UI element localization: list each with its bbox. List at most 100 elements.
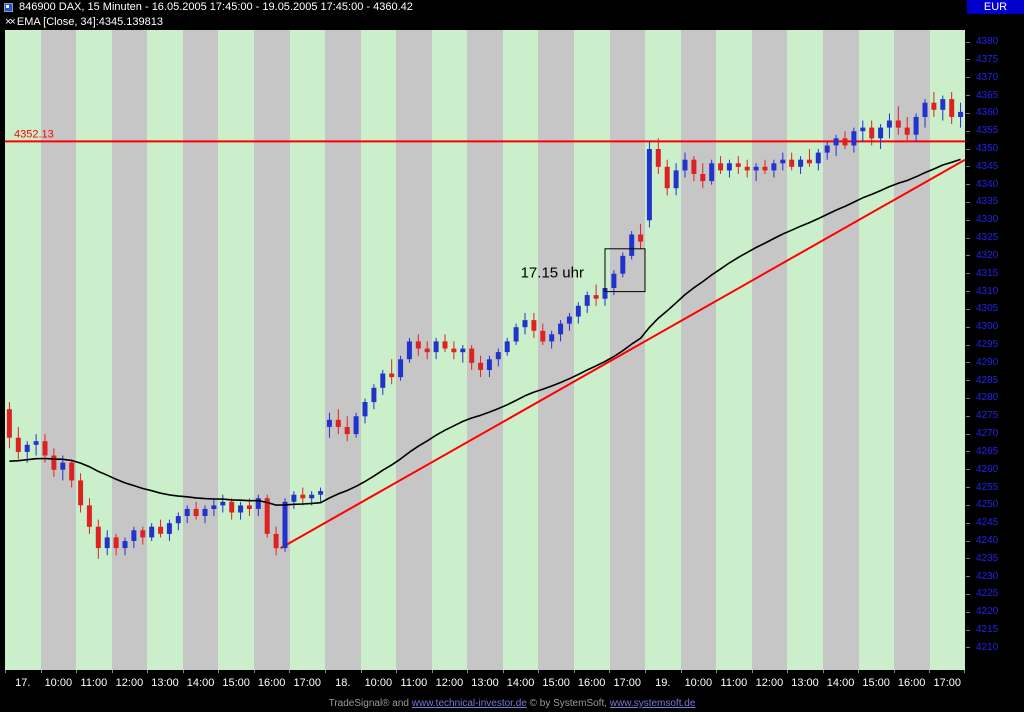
price-tick-mark — [966, 558, 970, 560]
candle-body — [860, 127, 866, 132]
candle-body — [131, 530, 137, 541]
candle-body — [69, 462, 75, 481]
price-tick-label: 4235 — [976, 552, 999, 564]
price-tick-mark — [966, 504, 970, 506]
price-tick-label: 4250 — [976, 499, 999, 511]
time-tick-mark — [822, 670, 824, 673]
price-tick-mark — [966, 326, 970, 328]
time-tick-mark — [573, 670, 575, 673]
price-axis[interactable]: 4380 4375 4370 4365 4360 4355 4350 4345 4340 4335… — [965, 30, 1024, 670]
price-tick-mark — [966, 380, 970, 382]
candle-body — [442, 341, 448, 349]
currency-badge[interactable]: EUR — [967, 0, 1024, 14]
session-stripe — [5, 30, 41, 670]
candle-body — [415, 341, 421, 349]
candle-body — [931, 102, 937, 110]
candle-body — [344, 427, 350, 435]
candle-body — [211, 505, 217, 509]
title-bar: 846900 DAX, 15 Minuten - 16.05.2005 17:4… — [0, 0, 1024, 15]
price-tick-mark — [966, 237, 970, 239]
candle-body — [460, 348, 466, 353]
price-tick-label: 4350 — [976, 143, 999, 155]
ema-line[interactable] — [9, 158, 961, 506]
candle-body — [664, 166, 670, 189]
price-tick-mark — [966, 433, 970, 435]
candle-body — [149, 526, 155, 538]
price-tick-mark — [966, 77, 970, 79]
session-stripe — [574, 30, 610, 670]
candle-body — [193, 508, 199, 516]
candle-body — [282, 501, 288, 549]
price-tick-label: 4260 — [976, 463, 999, 475]
time-tick-mark — [609, 670, 611, 673]
annotation-box[interactable] — [604, 248, 646, 293]
candle-body — [709, 163, 715, 182]
time-tick-mark — [431, 670, 433, 673]
candle-body — [700, 174, 706, 182]
candle-body — [371, 387, 377, 403]
candle-body — [531, 320, 537, 331]
price-tick-label: 4300 — [976, 321, 999, 333]
candle-body — [353, 416, 359, 435]
price-plot[interactable]: 4352.13 17.15 uhr — [5, 30, 965, 670]
time-tick-mark — [218, 670, 220, 673]
candle-body — [913, 116, 919, 135]
time-tick-mark — [929, 670, 931, 673]
candle-body — [398, 359, 404, 378]
candle-body — [851, 131, 857, 146]
candle-body — [451, 348, 457, 353]
price-tick-mark — [966, 593, 970, 595]
candle-body — [904, 127, 910, 135]
session-stripe — [929, 30, 966, 670]
candle-body — [762, 166, 768, 171]
status-link-technical-investor[interactable]: www.technical-investor.de — [411, 698, 527, 709]
session-stripes — [5, 30, 966, 670]
price-tick-label: 4285 — [976, 374, 999, 386]
price-tick-label: 4380 — [976, 36, 999, 48]
candle-body — [326, 419, 332, 427]
candle-body — [682, 159, 688, 171]
chart-window-icon[interactable] — [4, 3, 13, 12]
session-stripe — [182, 30, 219, 670]
price-tick-label: 4280 — [976, 392, 999, 404]
candle-body — [273, 533, 279, 549]
candle-body — [362, 402, 368, 417]
time-tick-label: 11:00 — [400, 677, 428, 689]
price-tick-label: 4310 — [976, 285, 999, 297]
time-axis[interactable]: 17. 10:00 11:00 12:00 13:00 14:00 15:00 16:00 17… — [5, 670, 965, 696]
candle-body — [895, 120, 901, 128]
price-tick-label: 4330 — [976, 214, 999, 226]
price-tick-label: 4245 — [976, 517, 999, 529]
price-tick-mark — [966, 451, 970, 453]
price-tick-mark — [966, 576, 970, 578]
candle-body — [122, 541, 128, 549]
status-text-middle: © by SystemSoft, — [526, 698, 610, 709]
candle-body — [309, 494, 315, 499]
time-tick-label: 10:00 — [44, 677, 73, 689]
time-tick-mark — [182, 670, 184, 673]
candle-body — [780, 159, 786, 164]
time-tick-mark — [538, 670, 540, 673]
price-tick-mark — [966, 611, 970, 613]
candlesticks[interactable] — [6, 92, 964, 559]
candle-body — [406, 341, 412, 360]
price-tick-label: 4355 — [976, 125, 999, 137]
trend-line[interactable] — [280, 158, 965, 549]
session-stripe — [680, 30, 717, 670]
candle-body — [718, 163, 724, 171]
candle-body — [958, 111, 964, 117]
price-tick-label: 4320 — [976, 249, 999, 261]
time-tick-label: 10:00 — [364, 677, 393, 689]
candle-body — [78, 480, 84, 506]
status-link-systemsoft[interactable]: www.systemsoft.de — [609, 698, 696, 709]
price-tick-mark — [966, 255, 970, 257]
time-annotation-text[interactable]: 17.15 uhr — [521, 264, 584, 281]
candle-body — [184, 508, 190, 516]
time-tick-mark — [858, 670, 860, 673]
candle-body — [469, 348, 475, 363]
candle-body — [691, 159, 697, 174]
session-stripe — [40, 30, 77, 670]
time-tick-label: 17:00 — [613, 677, 641, 689]
time-tick-label: 14:00 — [506, 677, 535, 689]
time-tick-label: 16:00 — [257, 677, 286, 689]
